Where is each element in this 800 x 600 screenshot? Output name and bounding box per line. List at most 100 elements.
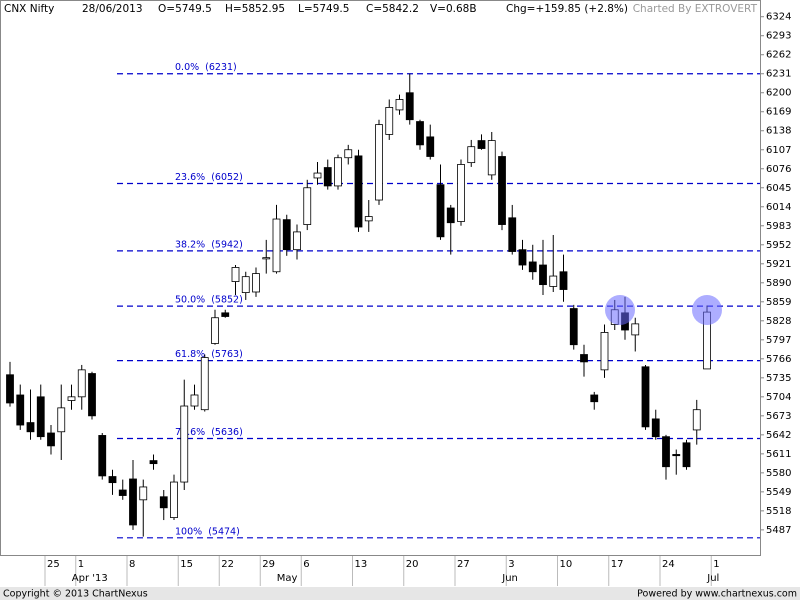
x-tick-label: 27 — [457, 559, 470, 570]
candle-body — [293, 231, 301, 251]
open: O=5749.5 — [158, 3, 212, 15]
candle-body — [662, 436, 670, 468]
candle-body — [129, 478, 137, 526]
candle-body — [231, 267, 240, 282]
candle-body — [159, 496, 168, 509]
candle-body — [282, 219, 291, 251]
fib-label: 78.6% (5636) — [175, 427, 243, 438]
x-tick-label: 15 — [180, 559, 193, 570]
candle-body — [190, 394, 199, 407]
y-tick-label: 6045 — [766, 183, 791, 194]
candle-body — [98, 435, 107, 477]
candle-body — [467, 146, 476, 164]
y-tick-label: 6262 — [766, 50, 791, 61]
candle-body — [211, 317, 219, 344]
x-tick-label: 13 — [355, 559, 368, 570]
candle-body — [26, 422, 35, 433]
change: Chg=+159.85 (+2.8%) — [506, 3, 628, 15]
candle-body — [221, 312, 230, 317]
fib-label: 38.2% (5942) — [175, 239, 243, 250]
candle-body — [580, 354, 588, 363]
candle-body — [426, 136, 435, 157]
candle-body — [539, 264, 547, 286]
x-tick-label: 1 — [78, 559, 84, 570]
x-tick-label: 20 — [406, 559, 419, 570]
y-tick-label: 5921 — [766, 259, 791, 270]
y-tick-label: 6200 — [766, 88, 791, 99]
highlight-circle — [605, 295, 635, 325]
candle-body — [559, 271, 568, 290]
candle-body — [446, 207, 455, 224]
candle-body — [436, 184, 445, 238]
y-tick-label: 5766 — [766, 354, 791, 365]
candle-body — [375, 124, 383, 201]
x-tick-label: 24 — [662, 559, 675, 570]
y-tick-label: 5487 — [766, 525, 791, 536]
candle-body — [672, 454, 681, 457]
candle-body — [108, 476, 117, 484]
y-tick-label: 5735 — [766, 373, 791, 384]
candle-body — [77, 369, 86, 398]
candle-body — [416, 121, 424, 146]
candle-body — [590, 394, 599, 403]
low: L=5749.5 — [298, 3, 349, 15]
x-tick-label: 10 — [560, 559, 573, 570]
candle-body — [641, 366, 650, 428]
candle-body — [303, 187, 312, 225]
candle-body — [528, 261, 537, 273]
x-tick-label: 17 — [611, 559, 624, 570]
x-tick-label: 1 — [713, 559, 719, 570]
candle-body — [323, 167, 332, 187]
y-tick-label: 5983 — [766, 221, 791, 232]
candle-body — [487, 140, 496, 176]
candle-body — [139, 486, 148, 501]
candle-body — [252, 273, 260, 293]
y-tick-label: 5704 — [766, 392, 791, 403]
candle-body — [518, 249, 527, 266]
copyright: Copyright © 2013 ChartNexus — [3, 589, 148, 600]
highlight-circle — [692, 295, 722, 325]
candle-body — [692, 409, 701, 431]
x-month-label: Jul — [706, 573, 719, 584]
candle-body — [262, 257, 271, 260]
candle-body — [600, 332, 609, 371]
x-tick-label: 6 — [303, 559, 309, 570]
candle-body — [57, 407, 66, 433]
y-tick-label: 6138 — [766, 126, 791, 137]
candle-body — [344, 149, 353, 159]
x-tick-label: 25 — [47, 559, 60, 570]
close: C=5842.2 — [366, 3, 419, 15]
y-tick-label: 6169 — [766, 107, 791, 118]
candle-body — [313, 172, 322, 179]
y-tick-label: 5890 — [766, 278, 791, 289]
x-month-label: Jun — [501, 573, 518, 584]
x-tick-label: 29 — [262, 559, 275, 570]
y-tick-label: 5549 — [766, 487, 791, 498]
y-tick-label: 5642 — [766, 430, 791, 441]
credit: Charted By EXTROVERT — [633, 3, 758, 15]
high: H=5852.95 — [225, 3, 285, 15]
powered-by: Powered by www.chartnexus.com — [637, 589, 797, 600]
x-tick-label: 8 — [129, 559, 135, 570]
y-tick-label: 6107 — [766, 145, 791, 156]
candle-body — [385, 107, 394, 135]
candle-body — [6, 374, 14, 404]
y-tick-label: 6324 — [766, 12, 791, 23]
candle-body — [395, 99, 404, 111]
symbol: CNX Nifty — [4, 3, 54, 15]
candle-body — [549, 275, 558, 287]
fib-label: 50.0% (5852) — [175, 295, 243, 306]
fib-label: 23.6% (6052) — [175, 172, 243, 183]
candle-body — [241, 276, 250, 294]
candle-body — [405, 92, 414, 121]
y-tick-label: 5952 — [766, 240, 791, 251]
fib-label: 100% (5474) — [175, 526, 240, 537]
candle-body — [272, 218, 281, 273]
candle-body — [149, 460, 158, 465]
footer-bar — [0, 587, 800, 600]
candle-body — [631, 323, 640, 336]
x-tick-label: 22 — [221, 559, 234, 570]
candle-body — [364, 216, 373, 222]
